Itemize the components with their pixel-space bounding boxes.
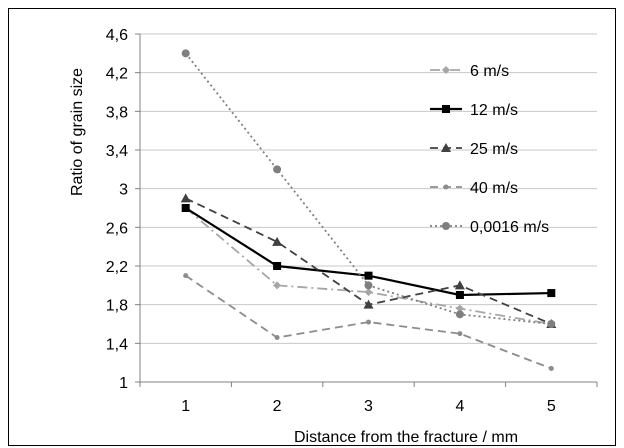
- legend: 6 m/s 12 m/s 25 m/s 40 m/s 0,0016 m/s: [430, 63, 549, 236]
- data-point: [364, 271, 373, 280]
- data-point: [180, 193, 191, 203]
- y-tick-label: 1: [119, 375, 128, 392]
- y-tick-label: 2,6: [106, 220, 128, 237]
- y-tick-label: 4,6: [106, 27, 128, 44]
- data-point: [547, 320, 556, 328]
- data-point: [457, 331, 463, 337]
- x-tick-label: 4: [455, 398, 464, 415]
- axes-layer: [139, 34, 597, 383]
- x-tick-label: 5: [547, 398, 556, 415]
- legend-entry: 40 m/s: [430, 180, 518, 197]
- legend-label: 12 m/s: [470, 102, 518, 119]
- y-tick-label: 1,8: [106, 298, 128, 315]
- legend-entry: 12 m/s: [430, 102, 518, 119]
- legend-marker: [442, 222, 450, 230]
- legend-entry: 0,0016 m/s: [430, 219, 549, 236]
- data-point: [272, 236, 283, 246]
- legend-label: 25 m/s: [470, 141, 518, 158]
- legend-marker: [442, 105, 450, 113]
- data-point: [363, 299, 374, 309]
- series-4: [183, 273, 554, 371]
- data-point: [273, 262, 282, 270]
- grid-layer: [140, 33, 597, 344]
- legend-label: 40 m/s: [470, 180, 518, 197]
- series-line: [185, 207, 552, 325]
- legend-label: 0,0016 m/s: [470, 219, 549, 236]
- legend-label: 6 m/s: [470, 63, 509, 80]
- y-tick-label: 1,4: [106, 336, 128, 353]
- legend-entry: 25 m/s: [430, 141, 518, 158]
- data-point: [183, 273, 189, 279]
- data-point: [454, 280, 465, 290]
- data-point: [548, 365, 554, 371]
- x-tick-label: 1: [181, 398, 190, 415]
- legend-marker: [443, 184, 449, 190]
- legend-entry: 6 m/s: [430, 63, 509, 80]
- data-point: [181, 204, 190, 212]
- data-point: [273, 165, 282, 174]
- series-line: [185, 274, 552, 370]
- series-5: [181, 49, 556, 328]
- y-tick-label: 3,4: [106, 143, 128, 160]
- data-point: [181, 49, 190, 58]
- x-tick-label: 2: [273, 398, 282, 415]
- y-tick-label: 4,2: [106, 66, 128, 83]
- x-axis-title: Distance from the fracture / mm: [294, 429, 518, 446]
- y-tick-label: 2,2: [106, 259, 128, 276]
- data-point: [547, 289, 556, 298]
- data-point: [273, 281, 282, 290]
- y-tick-label: 3: [119, 182, 128, 199]
- data-point: [455, 291, 464, 299]
- x-tick-label: 3: [364, 398, 373, 415]
- series-layer: [180, 49, 557, 371]
- data-point: [455, 310, 464, 319]
- data-point: [274, 335, 280, 341]
- y-tick-label: 3,8: [106, 104, 128, 121]
- series-3: [180, 193, 557, 328]
- data-point: [364, 288, 373, 297]
- y-axis-title: Ratio of grain size: [69, 68, 86, 196]
- legend-marker: [442, 66, 450, 74]
- data-point: [364, 281, 373, 290]
- ticks-layer: 1 1,4 1,8 2,2 2,6 3 3,4 3,8 4,2 4,6 1 2 3 4 5: [106, 27, 598, 415]
- series-2: [181, 204, 556, 299]
- data-point: [455, 304, 464, 313]
- legend-marker: [441, 143, 451, 152]
- data-point: [366, 319, 371, 325]
